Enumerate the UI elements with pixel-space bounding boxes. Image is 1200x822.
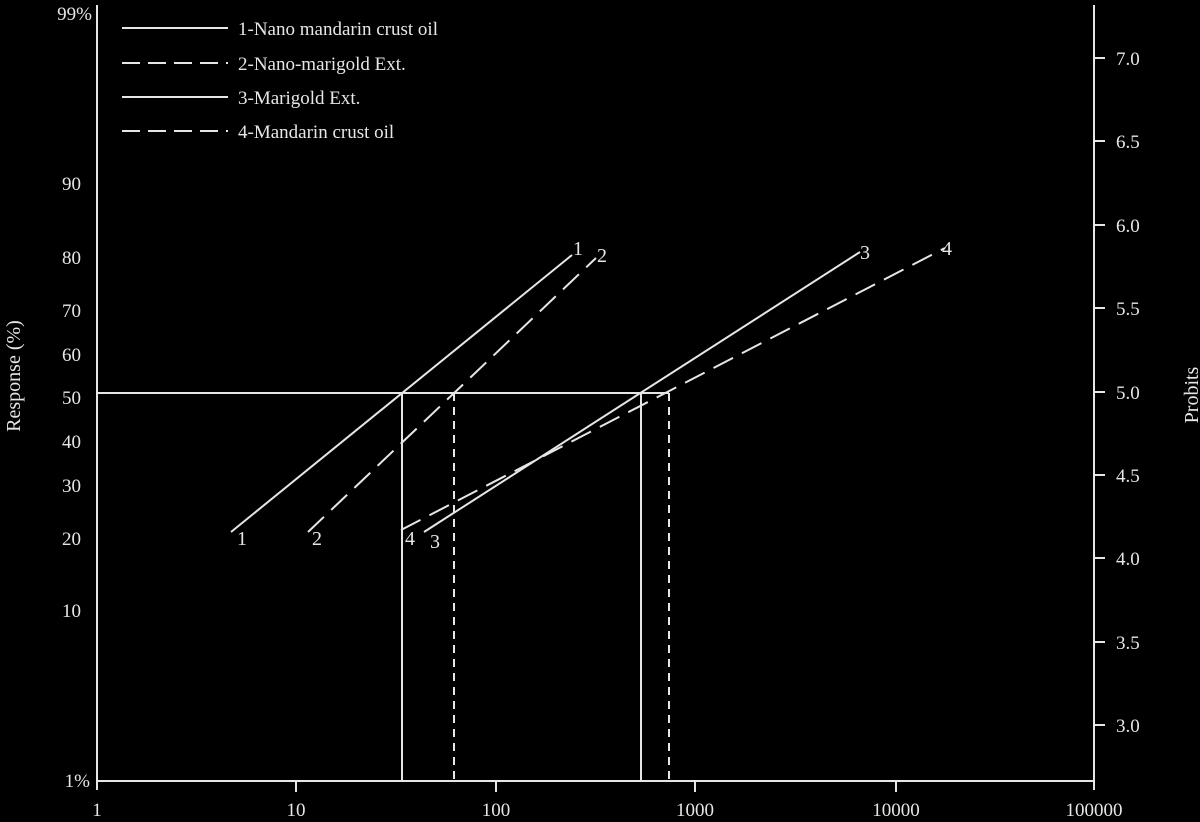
series-label-4-end: 4 <box>942 238 952 260</box>
svg-text:3.5: 3.5 <box>1116 633 1140 654</box>
series-label-2-end: 2 <box>597 245 607 267</box>
svg-text:1: 1 <box>92 800 102 821</box>
svg-text:10: 10 <box>62 601 81 622</box>
right-ticks <box>1094 57 1105 726</box>
x-ticks <box>295 781 897 792</box>
series-label-2-start: 2 <box>312 528 322 550</box>
svg-text:4.0: 4.0 <box>1116 549 1140 570</box>
svg-text:100000: 100000 <box>1066 800 1123 821</box>
right-axis-title: Probits <box>1181 366 1200 423</box>
svg-text:70: 70 <box>62 301 81 322</box>
series-line-2 <box>307 257 597 533</box>
left-tick-labels: 99% 90 80 70 60 50 40 30 20 10 1% <box>57 4 92 792</box>
svg-text:60: 60 <box>62 345 81 366</box>
series-label-1-start: 1 <box>237 528 247 550</box>
svg-text:100: 100 <box>482 800 511 821</box>
svg-text:99%: 99% <box>57 4 92 25</box>
legend-item-4: 4-Mandarin crust oil <box>238 122 394 143</box>
svg-text:40: 40 <box>62 432 81 453</box>
series-line-4 <box>400 247 946 531</box>
legend-item-3: 3-Marigold Ext. <box>238 88 360 109</box>
series-line-1 <box>230 254 573 533</box>
series-line-3 <box>423 251 861 533</box>
series-label-4-start: 4 <box>405 528 415 550</box>
svg-text:5.0: 5.0 <box>1116 383 1140 404</box>
legend-item-1: 1-Nano mandarin crust oil <box>238 19 438 40</box>
legend: 1-Nano mandarin crust oil 2-Nano-marigol… <box>238 19 438 143</box>
svg-text:90: 90 <box>62 174 81 195</box>
series-label-3-start: 3 <box>430 531 440 553</box>
svg-text:6.5: 6.5 <box>1116 132 1140 153</box>
svg-text:7.0: 7.0 <box>1116 49 1140 70</box>
series-labels: 1 1 2 2 4 3 3 4 <box>237 238 952 553</box>
svg-text:1000: 1000 <box>676 800 714 821</box>
svg-text:1%: 1% <box>65 771 91 792</box>
legend-lines <box>122 27 228 132</box>
svg-text:80: 80 <box>62 248 81 269</box>
svg-text:3.0: 3.0 <box>1116 716 1140 737</box>
left-axis-title: Response (%) <box>3 320 25 432</box>
svg-text:4.5: 4.5 <box>1116 466 1140 487</box>
legend-item-2: 2-Nano-marigold Ext. <box>238 54 406 75</box>
svg-text:30: 30 <box>62 476 81 497</box>
svg-text:5.5: 5.5 <box>1116 299 1140 320</box>
svg-text:10: 10 <box>287 800 306 821</box>
svg-text:50: 50 <box>62 388 81 409</box>
svg-text:6.0: 6.0 <box>1116 216 1140 237</box>
series-label-3-end: 3 <box>860 242 870 264</box>
x-tick-labels: 1 10 100 1000 10000 100000 <box>92 800 1122 821</box>
right-tick-labels: 7.0 6.5 6.0 5.5 5.0 4.5 4.0 3.5 3.0 <box>1116 49 1140 737</box>
series-label-1-end: 1 <box>573 238 583 260</box>
svg-text:10000: 10000 <box>872 800 920 821</box>
svg-text:20: 20 <box>62 529 81 550</box>
